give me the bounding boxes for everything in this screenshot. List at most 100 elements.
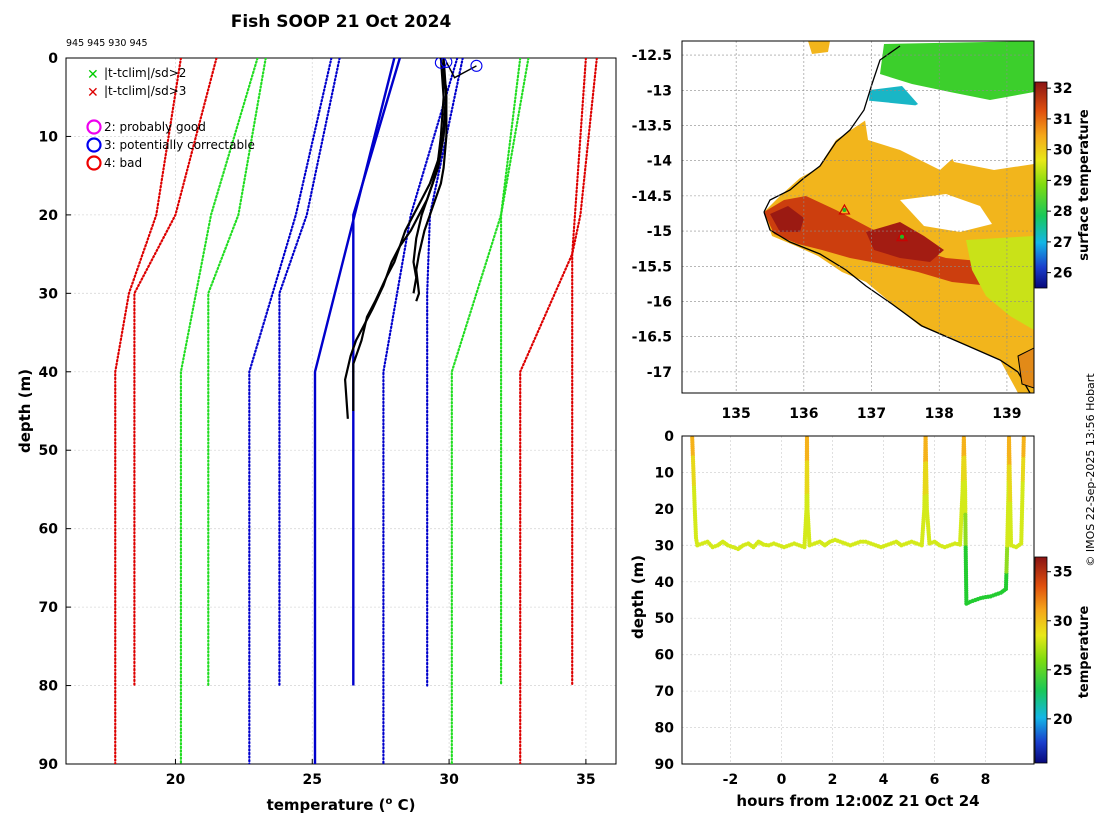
map-ytick-label: -16: [647, 294, 672, 310]
time-points: [690, 436, 1026, 606]
map-cb-label: 32: [1053, 81, 1072, 97]
profile-panel: Fish SOOP 21 Oct 2024 945 945 930 945 20…: [16, 12, 617, 814]
legend-label-4: 4: bad: [104, 156, 142, 170]
map-xtick-label: 136: [789, 406, 818, 422]
profile-axes-box: [65, 57, 617, 765]
profile-xlabel: temperature (o C): [267, 796, 416, 814]
climatology-line: [114, 58, 183, 764]
climatology-line: [519, 58, 588, 764]
time-xtick-label: -2: [723, 772, 739, 788]
climatology-line: [179, 58, 259, 764]
map-colorbar: [1034, 81, 1048, 289]
map-axes-box: [681, 40, 1035, 394]
island-sst: [808, 41, 830, 54]
profile-ytick-label: 80: [39, 679, 59, 695]
time-xtick-label: 8: [981, 772, 991, 788]
map-cb-label: 31: [1053, 112, 1072, 128]
climatology-line: [450, 58, 522, 764]
profile-ytick-label: 60: [39, 522, 59, 538]
map-point-marker: [900, 234, 904, 239]
climatology-line: [207, 58, 267, 687]
time-ytick-label: 70: [655, 684, 675, 700]
map-xtick-label: 138: [925, 406, 954, 422]
profile-ytick-label: 40: [39, 365, 59, 381]
map-ytick-label: -17: [647, 365, 672, 381]
profile-ytick-label: 50: [39, 443, 59, 459]
map-ytick-label: -13: [647, 83, 672, 99]
map-ytick-label: -15.5: [632, 259, 672, 275]
time-colorbar: [1034, 556, 1048, 764]
time-xtick-label: 0: [777, 772, 787, 788]
sst-hot-patch: [866, 222, 944, 262]
profile-flag-markers: [434, 58, 483, 79]
sst-green-region: [880, 41, 1034, 100]
legend-label-1: |t-tclim|/sd>3: [104, 84, 186, 98]
map-ytick-label: -13.5: [632, 118, 672, 134]
time-xlabel: hours from 12:00Z 21 Oct 24: [736, 792, 979, 810]
map-cb-label: 28: [1053, 204, 1072, 220]
legend-item-3: 3: potentially correctable: [86, 137, 255, 153]
map-xtick-label: 139: [992, 406, 1021, 422]
map-point-marker: [842, 207, 847, 212]
climatology-line: [248, 58, 333, 764]
profile-xlabel-unit: C): [392, 796, 415, 814]
legend-item-4: 4: bad: [86, 155, 142, 171]
map-ytick-label: -16.5: [632, 330, 672, 346]
depth-time-point: [1021, 436, 1026, 440]
legend-x-green-icon: ✕: [87, 67, 99, 83]
time-ytick-label: 10: [655, 465, 675, 481]
map-colorbar-ticks: 26 27 28 29 30 31 32: [1047, 81, 1073, 282]
profile-xtick-label: 20: [166, 772, 186, 788]
sst-hottest-patch: [770, 206, 804, 232]
map-cb-label: 30: [1053, 143, 1073, 159]
time-ytick-label: 40: [655, 575, 675, 591]
map-grid: [682, 41, 1034, 393]
legend-x-red-icon: ✕: [87, 85, 99, 101]
credit-text: © IMOS 22-Sep-2025 13:56 Hobart: [1084, 373, 1097, 567]
map-colorbar-label: surface temperature: [1077, 109, 1092, 261]
profile-ytick-label: 70: [39, 600, 59, 616]
map-xtick-label: 135: [722, 406, 751, 422]
profile-xtick-label: 25: [303, 772, 322, 788]
map-cb-label: 26: [1053, 266, 1072, 282]
map-cb-label: 29: [1053, 173, 1072, 189]
profile-traces: [344, 58, 448, 419]
climatology-line: [571, 58, 598, 687]
time-cb-label: 35: [1053, 565, 1072, 581]
time-ylabel: depth (m): [629, 555, 647, 639]
map-tick-labels: 135 136 137 138 139 -12.5 -13 -13.5 -14 -14.5 -15 -…: [632, 48, 1022, 422]
time-ytick-label: 0: [664, 429, 674, 445]
profile-ytick-label: 0: [48, 51, 58, 67]
time-ytick-label: 80: [655, 721, 675, 737]
flag-marker: [470, 59, 483, 72]
time-cb-label: 25: [1053, 663, 1072, 679]
climatology-line: [499, 58, 530, 687]
profile-title: Fish SOOP 21 Oct 2024: [231, 12, 452, 32]
map-ytick-label: -12.5: [632, 48, 672, 64]
sst-yellowgreen-region: [966, 236, 1034, 330]
time-xtick-label: 4: [879, 772, 889, 788]
time-xtick-label: 6: [930, 772, 940, 788]
sst-map-panel: 135 136 137 138 139 -12.5 -13 -13.5 -14 -14.5 -15 -…: [632, 40, 1092, 422]
legend-label-2: 2: probably good: [104, 120, 206, 134]
profile-climatology: [114, 58, 598, 764]
land-area: [744, 122, 836, 196]
climatology-line: [278, 58, 341, 687]
climatology-line: [133, 58, 218, 687]
time-colorbar-ticks: 20 25 30 35: [1047, 565, 1073, 728]
profile-ytick-label: 10: [39, 129, 59, 145]
map-xtick-label: 137: [857, 406, 886, 422]
legend-circle-magenta-icon: [86, 119, 102, 135]
map-ytick-label: -14: [647, 154, 673, 170]
profile-ytick-label: 30: [39, 286, 59, 302]
island-coast: [1017, 347, 1034, 389]
profile-xlabel-sup: o: [385, 796, 392, 807]
time-xtick-label: 2: [828, 772, 838, 788]
legend-item-1: ✕ |t-tclim|/sd>3: [87, 84, 186, 101]
profile-ytick-label: 90: [39, 757, 59, 773]
legend-label-0: |t-tclim|/sd>2: [104, 66, 186, 80]
map-triangle-marker: [838, 203, 851, 215]
legend-circle-blue-icon: [86, 137, 102, 153]
time-ytick-label: 30: [655, 538, 675, 554]
